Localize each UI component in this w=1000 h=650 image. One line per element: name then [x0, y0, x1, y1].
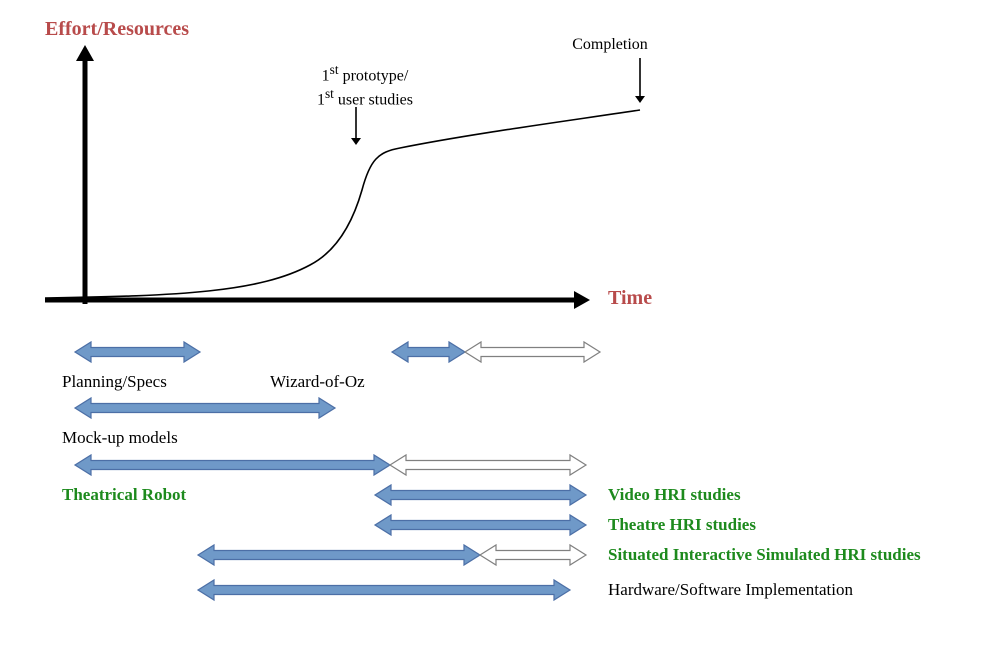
timeline-bar-row3-seg0 [375, 485, 586, 505]
callout-completion: Completion [540, 35, 680, 54]
timeline-bar-row2-seg0 [75, 455, 390, 475]
timeline-bar-row0-seg0 [75, 342, 200, 362]
timeline-bar-row5-seg0 [198, 545, 480, 565]
bar-label-row5-0: Situated Interactive Simulated HRI studi… [608, 545, 921, 565]
bar-label-row3-0: Video HRI studies [608, 485, 741, 505]
bar-label-row1-0: Mock-up models [62, 428, 178, 448]
bar-label-row0-1: Wizard-of-Oz [270, 372, 365, 392]
timeline-bar-row0-seg2 [465, 342, 600, 362]
bar-label-row4-0: Theatre HRI studies [608, 515, 756, 535]
timeline-bar-row2-seg1 [390, 455, 586, 475]
timeline-bar-row5-seg1 [480, 545, 586, 565]
bar-label-row0-0: Planning/Specs [62, 372, 167, 392]
bar-label-row6-0: Hardware/Software Implementation [608, 580, 853, 600]
callout-first-prototype: 1st prototype/1st user studies [280, 62, 450, 109]
x-axis-label: Time [608, 287, 652, 310]
timeline-bar-row0-seg1 [392, 342, 465, 362]
timeline-bar-row6-seg0 [198, 580, 570, 600]
y-axis-label: Effort/Resources [45, 18, 189, 41]
bar-label-row2-0: Theatrical Robot [62, 485, 186, 505]
timeline-bar-row4-seg0 [375, 515, 586, 535]
diagram-stage: { "canvas": { "width": 1000, "height": 6… [0, 0, 1000, 650]
timeline-bar-row1-seg0 [75, 398, 335, 418]
